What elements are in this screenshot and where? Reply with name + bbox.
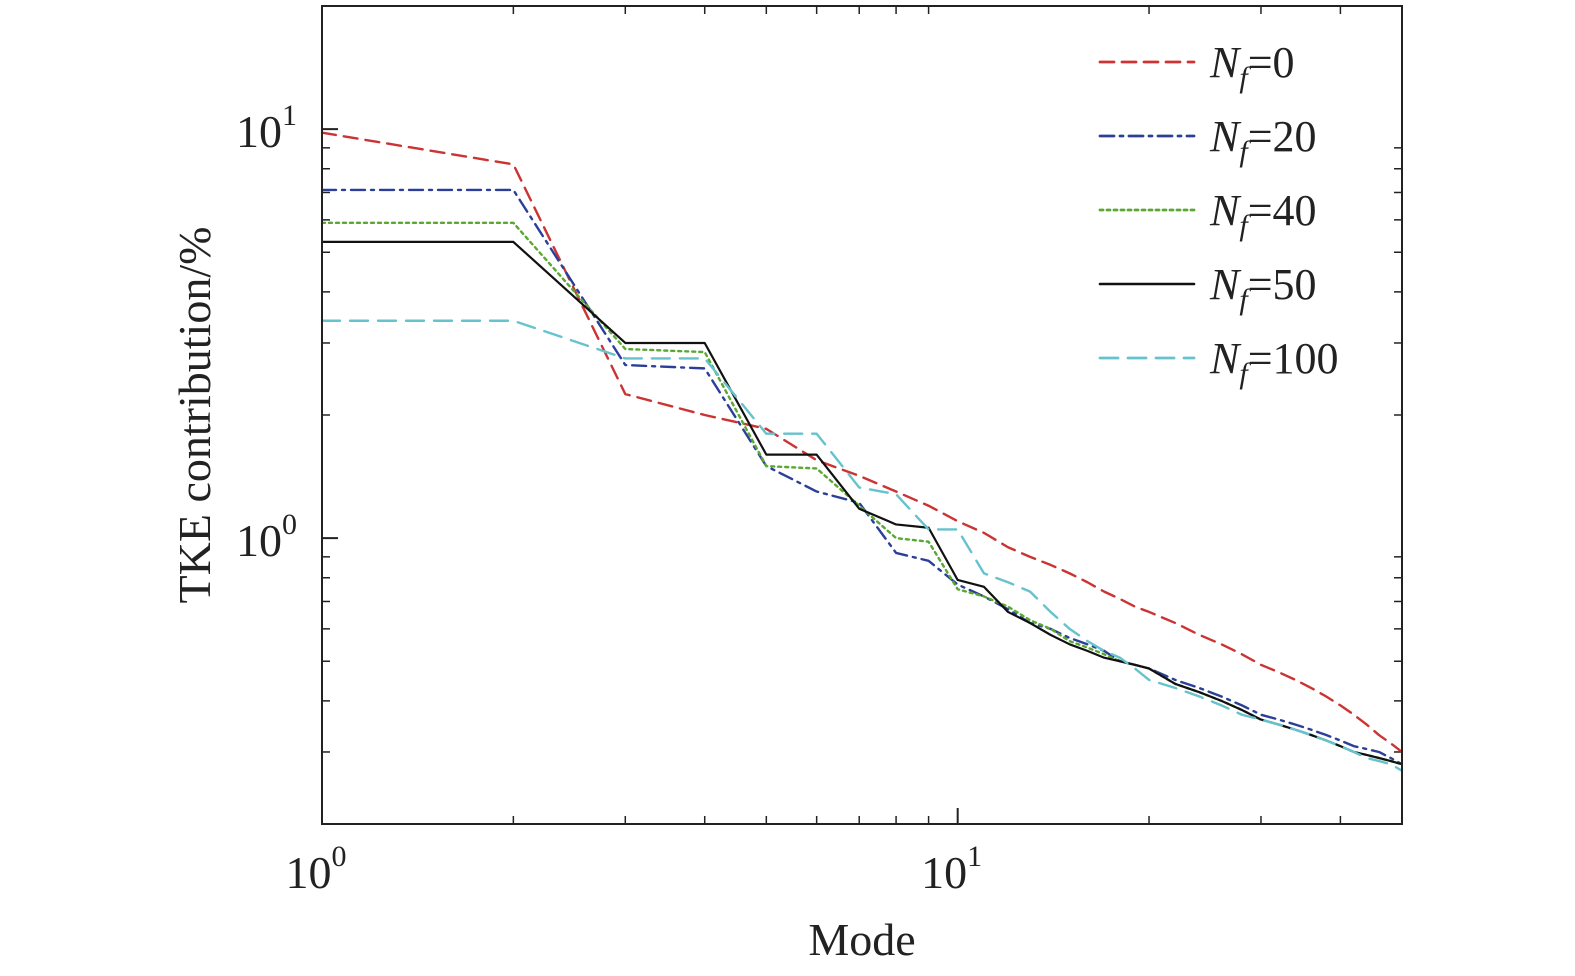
legend-symbol: N bbox=[1209, 112, 1242, 161]
legend-symbol: N bbox=[1209, 38, 1242, 87]
y-tick-exponent: 0 bbox=[282, 508, 297, 541]
series-line-0 bbox=[322, 131, 1402, 754]
legend-symbol: N bbox=[1209, 260, 1242, 309]
x-tick-exponent: 0 bbox=[332, 840, 347, 873]
legend-label-2: Nf=40 bbox=[1209, 186, 1317, 242]
legend: Nf=0 Nf=20 Nf=40 Nf=50 Nf=100 bbox=[1098, 38, 1339, 390]
y-tick-label: 101 bbox=[236, 99, 297, 157]
series-layer bbox=[322, 131, 1402, 772]
y-axis-label: TKE contribution/% bbox=[169, 227, 220, 604]
legend-value: =40 bbox=[1248, 186, 1317, 235]
plot-frame bbox=[321, 5, 1403, 825]
legend-symbol: N bbox=[1209, 334, 1242, 383]
legend-label-1: Nf=20 bbox=[1209, 112, 1317, 168]
y-tick-exponent: 1 bbox=[282, 99, 297, 132]
legend-label-3: Nf=50 bbox=[1209, 260, 1317, 316]
x-tick-label: 101 bbox=[921, 840, 982, 898]
axis-labels-layer: Mode TKE contribution/% bbox=[169, 227, 916, 965]
legend-value: =20 bbox=[1248, 112, 1317, 161]
legend-label-0: Nf=0 bbox=[1209, 38, 1295, 94]
series-line-4 bbox=[322, 319, 1402, 772]
legend-value: =50 bbox=[1248, 260, 1317, 309]
legend-value: =0 bbox=[1248, 38, 1295, 87]
x-tick-exponent: 1 bbox=[967, 840, 982, 873]
legend-value: =100 bbox=[1248, 334, 1339, 383]
legend-symbol: N bbox=[1209, 186, 1242, 235]
legend-label-4: Nf=100 bbox=[1209, 334, 1339, 390]
x-axis-label: Mode bbox=[808, 914, 915, 965]
